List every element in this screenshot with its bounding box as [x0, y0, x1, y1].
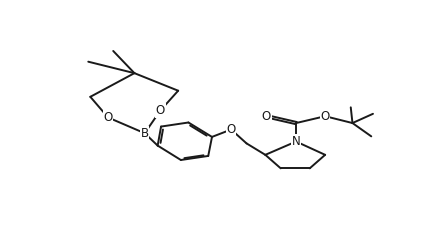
- Text: O: O: [227, 123, 236, 136]
- Text: B: B: [141, 127, 149, 140]
- Text: O: O: [321, 110, 330, 123]
- Text: O: O: [262, 110, 271, 123]
- Text: N: N: [292, 135, 300, 148]
- Text: O: O: [104, 111, 113, 124]
- Text: O: O: [156, 104, 165, 117]
